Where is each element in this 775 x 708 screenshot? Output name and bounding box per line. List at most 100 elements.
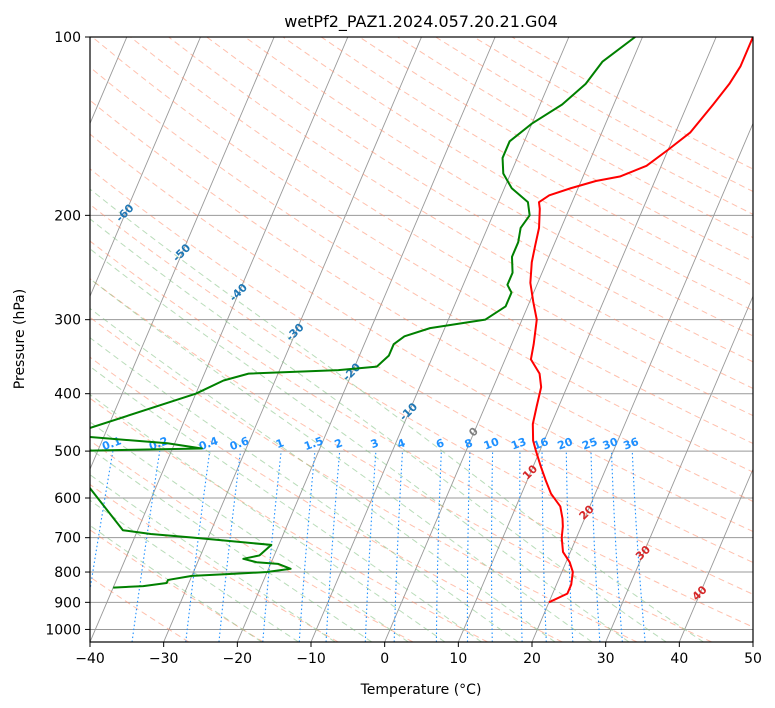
- mixing-ratio-label: 1.5: [302, 434, 325, 453]
- isotherm-line: [90, 37, 201, 298]
- isotherm-line: [678, 467, 753, 642]
- dry-adiabat-line: [90, 356, 563, 642]
- moist-adiabat-line: [90, 474, 336, 642]
- x-tick-label: −40: [75, 651, 105, 667]
- dry-adiabat-line: [90, 240, 753, 628]
- mixing-ratio-label: 36: [622, 435, 641, 453]
- x-tick-label: 0: [380, 651, 389, 667]
- chart-title: wetPf2_PAZ1.2024.057.20.21.G04: [284, 12, 558, 32]
- dewpoint-profile-line: [90, 37, 636, 589]
- isotherm-line: [236, 37, 496, 642]
- moist-adiabat-line: [90, 421, 409, 642]
- isotherm-line: [384, 37, 643, 642]
- isotherm-label: -50: [170, 241, 193, 264]
- mixing-ratio-line: [435, 451, 442, 642]
- y-tick-label: 400: [54, 387, 81, 403]
- moist-adiabat-line: [90, 499, 299, 642]
- moist-adiabat-line: [90, 393, 446, 642]
- isotherm-line: [605, 295, 753, 642]
- moist-adiabat-line: [90, 365, 482, 642]
- dry-adiabat-line: [90, 168, 753, 563]
- dry-adiabat-line: [130, 37, 753, 417]
- isotherm-label: -40: [227, 281, 250, 304]
- temperature-profile-line: [529, 37, 753, 604]
- mixing-ratio-line: [590, 451, 601, 642]
- mixing-ratio-label: 30: [601, 435, 620, 453]
- isotherm-label: 40: [690, 583, 710, 603]
- mixing-ratio-line: [519, 451, 523, 642]
- mixing-ratio-label: 0.4: [197, 434, 220, 453]
- axis-ticks: −40 −30 −20 −10 0 10 20 30 40 50 100 200 300 400 500 6 0…: [45, 30, 762, 667]
- x-tick-label: −20: [223, 651, 253, 667]
- y-tick-label: 200: [54, 208, 81, 224]
- mixing-ratio-line: [131, 451, 161, 642]
- isotherm-line: [90, 37, 349, 642]
- mixing-ratio-line: [565, 451, 574, 642]
- isotherm-label: 10: [520, 462, 540, 482]
- mixing-ratio-label: 0.6: [228, 434, 251, 453]
- mixing-ratio-label: 8: [463, 436, 475, 451]
- moist-adiabat-line: [90, 337, 519, 642]
- dry-adiabat-line: [168, 37, 753, 389]
- mixing-ratio-label: 6: [434, 436, 446, 451]
- dry-adiabat-line: [244, 37, 753, 337]
- x-tick-label: 30: [597, 651, 615, 667]
- moist-adiabat-line: [90, 278, 593, 642]
- isotherm-label: -30: [283, 321, 306, 344]
- dry-adiabat-line: [90, 316, 638, 642]
- mixing-ratio-line: [185, 451, 211, 642]
- isotherm-line: [90, 37, 275, 471]
- isotherm-label: -70: [57, 161, 80, 184]
- mixing-ratio-line: [610, 451, 623, 642]
- y-tick-label: 900: [54, 595, 81, 611]
- dry-adiabat-line: [90, 576, 190, 642]
- x-tick-label: −30: [149, 651, 179, 667]
- mixing-ratio-label: 20: [556, 435, 575, 453]
- isotherm-label: -60: [113, 201, 136, 224]
- mixing-ratio-line: [364, 451, 377, 642]
- dry-adiabat-line: [90, 99, 753, 502]
- dry-adiabat-line: [90, 203, 753, 595]
- x-tick-label: 20: [523, 651, 541, 667]
- moist-adiabat-line: [90, 448, 373, 642]
- x-axis-label: Temperature (°C): [360, 682, 482, 698]
- x-tick-label: −10: [296, 651, 326, 667]
- isotherm-line: [457, 37, 717, 642]
- x-tick-label: 50: [744, 651, 762, 667]
- y-tick-label: 500: [54, 444, 81, 460]
- dry-adiabat-line: [91, 37, 753, 445]
- isotherm-label: -20: [340, 360, 363, 383]
- y-tick-label: 300: [54, 313, 81, 329]
- dry-adiabat-line: [90, 133, 753, 533]
- dry-adiabat-line: [90, 440, 414, 642]
- dry-adiabat-line: [90, 483, 339, 642]
- dry-adiabat-line: [90, 397, 488, 642]
- moist-adiabat-line: [90, 188, 704, 642]
- dry-adiabat-line: [435, 37, 753, 215]
- x-tick-label: 40: [670, 651, 688, 667]
- mixing-ratio-label: 3: [369, 436, 381, 451]
- mixing-ratio-label: 13: [509, 435, 528, 452]
- y-tick-label: 100: [54, 30, 81, 46]
- mixing-ratio-label: 10: [482, 435, 501, 453]
- y-tick-label: 800: [54, 565, 81, 581]
- mixing-ratio-label: 16: [531, 435, 550, 453]
- mixing-ratio-line: [466, 451, 471, 642]
- moist-adiabat-line: [90, 248, 630, 642]
- mixing-ratio-line: [491, 451, 494, 642]
- mixing-ratio-label: 25: [580, 435, 599, 452]
- dry-adiabat-line: [90, 529, 264, 642]
- y-axis-label: Pressure (hPa): [12, 289, 28, 389]
- mixing-ratio-line: [90, 451, 114, 594]
- moist-adiabat-line: [90, 218, 667, 642]
- moist-adiabat-line: [90, 307, 556, 642]
- dry-adiabat-line: [359, 37, 753, 262]
- profiles: [90, 37, 753, 604]
- mixing-ratio-line: [298, 451, 316, 642]
- isotherm-line: [163, 37, 422, 642]
- isotherm-label: -80: [0, 122, 23, 145]
- mixing-ratio-label: 1: [274, 436, 286, 451]
- mixing-ratio-line: [262, 451, 282, 642]
- dry-adiabat-line: [90, 278, 712, 642]
